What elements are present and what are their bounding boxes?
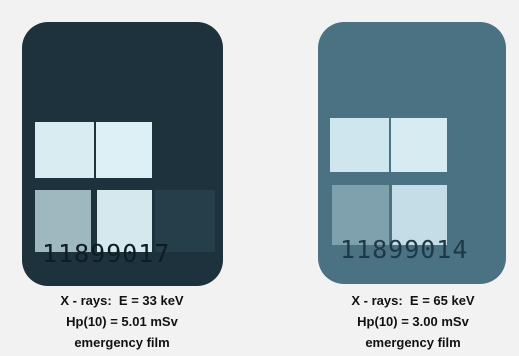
caption-line: X - rays: E = 65 keV <box>351 293 475 308</box>
filter-square <box>96 122 152 178</box>
filter-square <box>391 118 447 172</box>
caption-line: emergency film <box>74 335 169 350</box>
filter-square <box>35 122 94 178</box>
filter-square <box>330 118 389 172</box>
caption-line: Hp(10) = 5.01 mSv <box>66 314 178 329</box>
caption-line: Hp(10) = 3.00 mSv <box>357 314 469 329</box>
caption-line: X - rays: E = 33 keV <box>60 293 184 308</box>
film-left: 11899017 <box>22 22 223 286</box>
film-number: 11899014 <box>340 235 468 264</box>
photo: 11899017 11899014 X - rays: E = 33 keV H… <box>0 0 519 356</box>
film-right: 11899014 <box>318 22 506 284</box>
caption-line: emergency film <box>365 335 460 350</box>
film-number: 11899017 <box>42 239 170 268</box>
